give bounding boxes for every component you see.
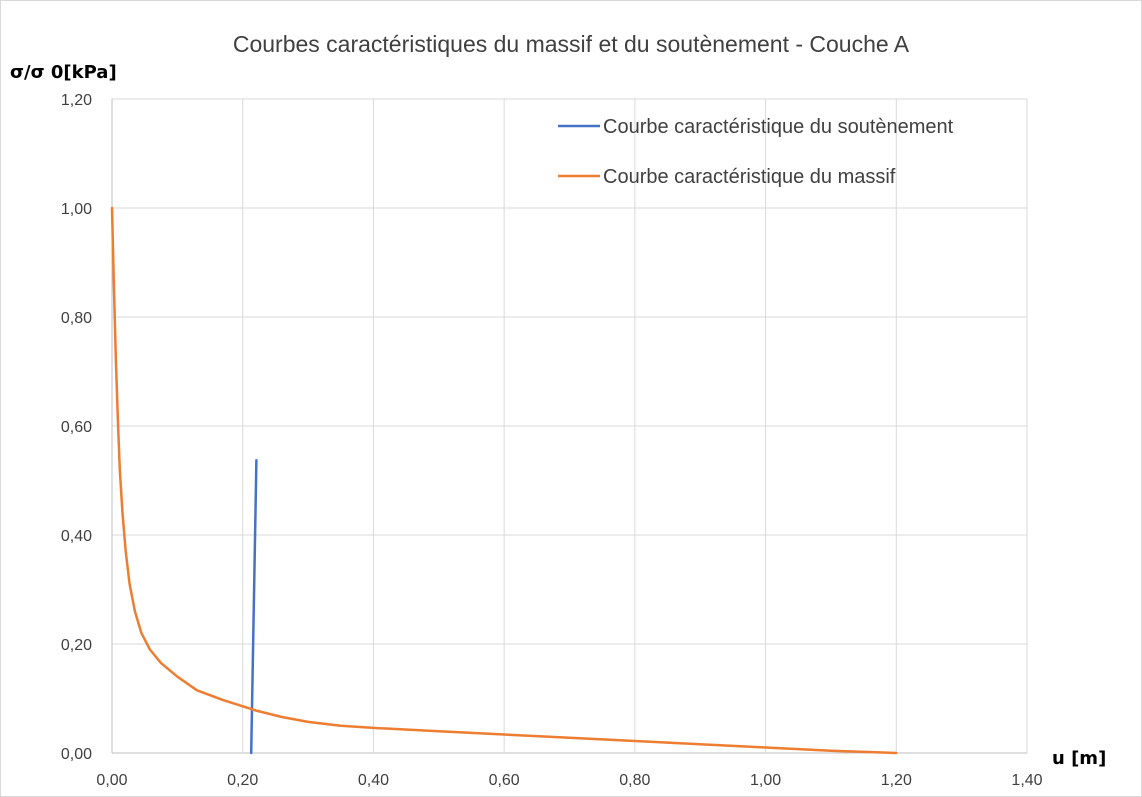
y-tick-label: 0,80 <box>61 310 92 327</box>
y-tick-label: 0,20 <box>61 637 92 654</box>
x-tick-label: 1,40 <box>1011 772 1042 789</box>
x-tick-label: 0,40 <box>358 772 389 789</box>
series-line-2 <box>110 206 898 755</box>
x-tick-label: 0,20 <box>227 772 258 789</box>
x-tick-label: 0,60 <box>489 772 520 789</box>
chart-title: Courbes caractéristiques du massif et du… <box>233 31 910 57</box>
legend-label-2: Courbe caractéristique du massif <box>603 166 896 188</box>
y-tick-label: 0,40 <box>61 528 92 545</box>
y-axis-label: σ/σ 0[kPa] <box>10 62 117 83</box>
x-tick-label: 1,20 <box>881 772 912 789</box>
series-line-1 <box>249 459 258 755</box>
y-tick-label: 1,00 <box>61 201 92 218</box>
y-tick-label: 1,20 <box>61 92 92 109</box>
x-axis-label: u [m] <box>1052 748 1106 769</box>
x-tick-label: 0,80 <box>619 772 650 789</box>
y-tick-label: 0,60 <box>61 419 92 436</box>
legend-label-1: Courbe caractéristique du soutènement <box>603 116 954 138</box>
y-tick-label: 0,00 <box>61 746 92 763</box>
x-tick-label: 0,00 <box>96 772 127 789</box>
x-tick-label: 1,00 <box>750 772 781 789</box>
